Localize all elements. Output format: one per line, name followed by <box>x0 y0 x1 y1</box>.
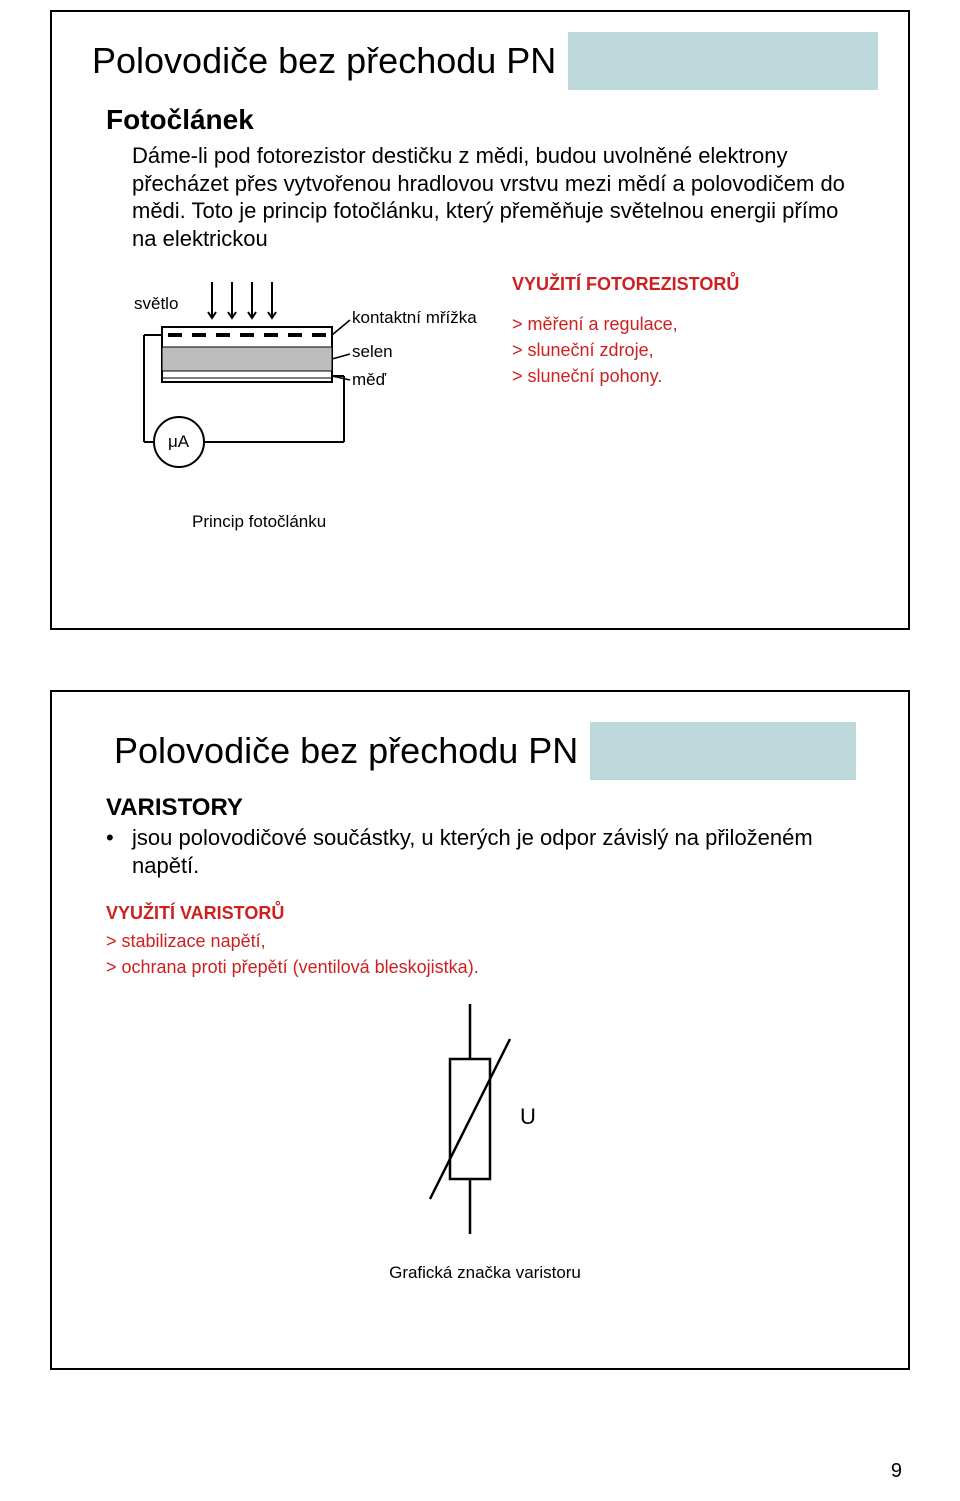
label-ua: μA <box>168 432 189 452</box>
slide2-uses-item: > ochrana proti přepětí (ventilová blesk… <box>106 954 878 980</box>
label-mrizka: kontaktní mřížka <box>352 308 477 328</box>
photocell-diagram: světlo kontaktní mřížka selen měď μA <box>132 272 442 482</box>
bullet-dot: • <box>106 824 132 879</box>
slide1-uses-item: > měření a regulace, <box>512 311 739 337</box>
slide1-uses: VYUŽITÍ FOTOREZISTORŮ > měření a regulac… <box>512 274 739 482</box>
slide-1: Polovodiče bez přechodu PN Fotočlánek Dá… <box>50 10 910 630</box>
slide2-bullet-text: jsou polovodičové součástky, u kterých j… <box>132 824 838 879</box>
slide1-uses-item: > sluneční zdroje, <box>512 337 739 363</box>
slide2-uses: VYUŽITÍ VARISTORŮ > stabilizace napětí, … <box>106 903 878 980</box>
slide1-uses-item: > sluneční pohony. <box>512 363 739 389</box>
slide2-uses-title: VYUŽITÍ VARISTORŮ <box>106 903 878 924</box>
slide1-body: Dáme-li pod fotorezistor destičku z mědi… <box>132 142 868 252</box>
slide1-caption: Princip fotočlánku <box>192 512 878 532</box>
slide2-bullet-row: • jsou polovodičové součástky, u kterých… <box>106 824 838 879</box>
slide-2: Polovodiče bez přechodu PN VARISTORY • j… <box>50 690 910 1370</box>
slide1-title: Polovodiče bez přechodu PN <box>92 32 568 90</box>
varistor-diagram-wrap: U Grafická značka varistoru <box>92 1004 878 1283</box>
label-svetlo: světlo <box>134 294 178 314</box>
slide2-title-fill <box>590 722 856 780</box>
slide1-title-row: Polovodiče bez přechodu PN <box>92 32 878 90</box>
slide2-caption: Grafická značka varistoru <box>92 1263 878 1283</box>
slide2-title: Polovodiče bez přechodu PN <box>114 722 590 780</box>
slide1-subtitle: Fotočlánek <box>106 104 878 136</box>
slide1-uses-title: VYUŽITÍ FOTOREZISTORŮ <box>512 274 739 295</box>
varistor-diagram: U <box>410 1004 560 1234</box>
slide1-title-fill <box>568 32 878 90</box>
label-u: U <box>520 1104 536 1130</box>
slide2-uses-item: > stabilizace napětí, <box>106 928 878 954</box>
page-number: 9 <box>891 1460 902 1483</box>
page: Polovodiče bez přechodu PN Fotočlánek Dá… <box>0 0 960 1501</box>
slide2-subtitle: VARISTORY <box>106 794 878 822</box>
label-med: měď <box>352 370 386 390</box>
label-selen: selen <box>352 342 393 362</box>
slide2-title-row: Polovodiče bez přechodu PN <box>114 722 856 780</box>
slide1-diagram-area: světlo kontaktní mřížka selen měď μA VYU… <box>132 272 878 482</box>
